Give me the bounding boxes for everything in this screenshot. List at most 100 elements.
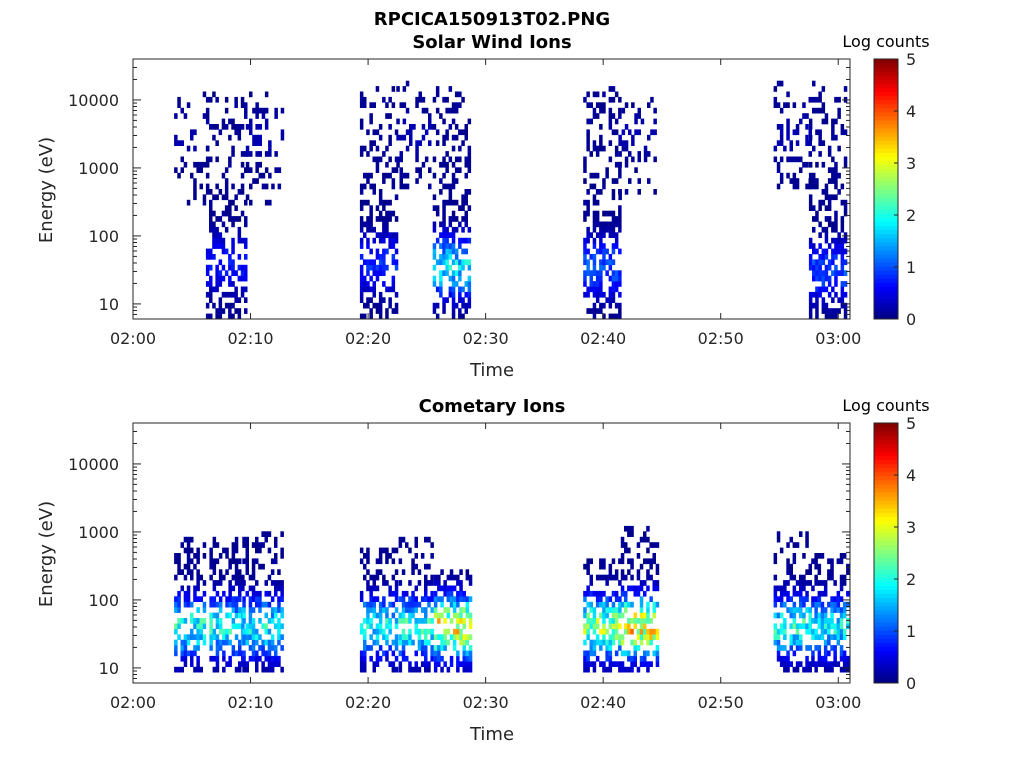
- heatmap-cell: [795, 580, 800, 586]
- heatmap-cell: [196, 167, 200, 173]
- heatmap-cell: [773, 590, 778, 597]
- heatmap-cell: [174, 113, 178, 119]
- heatmap-cell: [277, 580, 281, 586]
- heatmap-cell: [372, 585, 376, 592]
- heatmap-cell: [363, 286, 367, 293]
- heatmap-cell: [618, 221, 622, 228]
- heatmap-cell: [388, 96, 392, 103]
- heatmap-cell: [592, 645, 597, 651]
- heatmap-cell: [840, 270, 845, 276]
- heatmap-cell: [442, 226, 446, 233]
- heatmap-cell: [255, 542, 259, 548]
- heatmap-cell: [608, 607, 613, 613]
- heatmap-cell: [258, 607, 262, 613]
- heatmap-cell: [633, 650, 637, 657]
- heatmap-cell: [454, 248, 459, 255]
- heatmap-cell: [792, 590, 797, 597]
- heatmap-cell: [624, 542, 628, 548]
- heatmap-cell: [630, 585, 634, 592]
- heatmap-cell: [408, 607, 412, 613]
- heatmap-cell: [209, 618, 213, 624]
- heatmap-cell: [385, 172, 389, 179]
- heatmap-cell: [212, 124, 216, 130]
- heatmap-cell: [391, 601, 396, 608]
- heatmap-cell: [199, 596, 203, 602]
- heatmap-cell: [646, 525, 650, 532]
- heatmap-cell: [221, 308, 226, 314]
- heatmap-cell: [814, 628, 818, 635]
- heatmap-cell: [409, 124, 413, 130]
- heatmap-cell: [608, 210, 613, 217]
- heatmap-cell: [808, 237, 813, 244]
- heatmap-cell: [363, 172, 367, 179]
- heatmap-cell: [799, 607, 803, 613]
- heatmap-cell: [839, 623, 844, 630]
- heatmap-cell: [378, 607, 383, 613]
- heatmap-cell: [359, 650, 364, 657]
- heatmap-cell: [209, 563, 213, 570]
- heatmap-cell: [583, 666, 587, 673]
- heatmap-cell: [372, 580, 376, 586]
- heatmap-cell: [599, 264, 603, 271]
- heatmap-cell: [209, 281, 213, 287]
- heatmap-cell: [359, 275, 364, 282]
- heatmap-cell: [840, 302, 845, 309]
- heatmap-cell: [595, 308, 600, 314]
- heatmap-cell: [366, 286, 370, 293]
- heatmap-cell: [209, 291, 213, 298]
- heatmap-cell: [812, 183, 816, 190]
- heatmap-cell: [595, 210, 600, 217]
- heatmap-cell: [592, 140, 597, 146]
- heatmap-cell: [394, 129, 399, 136]
- heatmap-cell: [451, 308, 456, 314]
- heatmap-cell: [583, 199, 587, 206]
- heatmap-cell: [209, 596, 213, 602]
- heatmap-cell: [385, 612, 389, 619]
- heatmap-cell: [799, 118, 803, 125]
- heatmap-cell: [446, 607, 451, 613]
- heatmap-cell: [215, 183, 219, 190]
- heatmap-cell: [621, 145, 626, 152]
- heatmap-cell: [611, 259, 616, 266]
- heatmap-cell: [779, 628, 784, 635]
- heatmap-cell: [843, 248, 848, 255]
- heatmap-cell: [224, 178, 229, 184]
- heatmap-cell: [378, 623, 383, 630]
- heatmap-cell: [228, 275, 232, 282]
- heatmap-cell: [817, 590, 822, 597]
- heatmap-cell: [442, 134, 446, 141]
- heatmap-cell: [602, 254, 606, 260]
- heatmap-cell: [267, 574, 272, 581]
- heatmap-cell: [837, 237, 841, 244]
- heatmap-cell: [264, 623, 268, 630]
- heatmap-cell: [655, 601, 660, 608]
- heatmap-cell: [464, 199, 468, 206]
- heatmap-cell: [414, 618, 418, 624]
- heatmap-cell: [240, 210, 245, 217]
- heatmap-cell: [792, 650, 797, 657]
- heatmap-cell: [190, 650, 194, 657]
- heatmap-cell: [812, 264, 816, 271]
- heatmap-cell: [228, 156, 232, 163]
- heatmap-cell: [274, 167, 278, 173]
- heatmap-cell: [823, 580, 828, 586]
- heatmap-cell: [464, 194, 468, 201]
- heatmap-cell: [267, 628, 272, 635]
- heatmap-cell: [205, 248, 210, 255]
- heatmap-cell: [359, 313, 364, 320]
- heatmap-cell: [382, 221, 386, 228]
- heatmap-cell: [394, 291, 399, 298]
- heatmap-cell: [394, 569, 399, 575]
- heatmap-cell: [834, 270, 838, 276]
- heatmap-cell: [836, 601, 841, 608]
- heatmap-cell: [839, 596, 844, 602]
- heatmap-cell: [218, 580, 223, 586]
- heatmap-cell: [833, 645, 837, 651]
- heatmap-cell: [190, 628, 194, 635]
- heatmap-cell: [277, 596, 281, 602]
- heatmap-cell: [783, 655, 787, 662]
- heatmap-cell: [458, 286, 462, 293]
- heatmap-cell: [242, 558, 246, 565]
- heatmap-cell: [430, 618, 434, 624]
- heatmap-cell: [620, 590, 625, 597]
